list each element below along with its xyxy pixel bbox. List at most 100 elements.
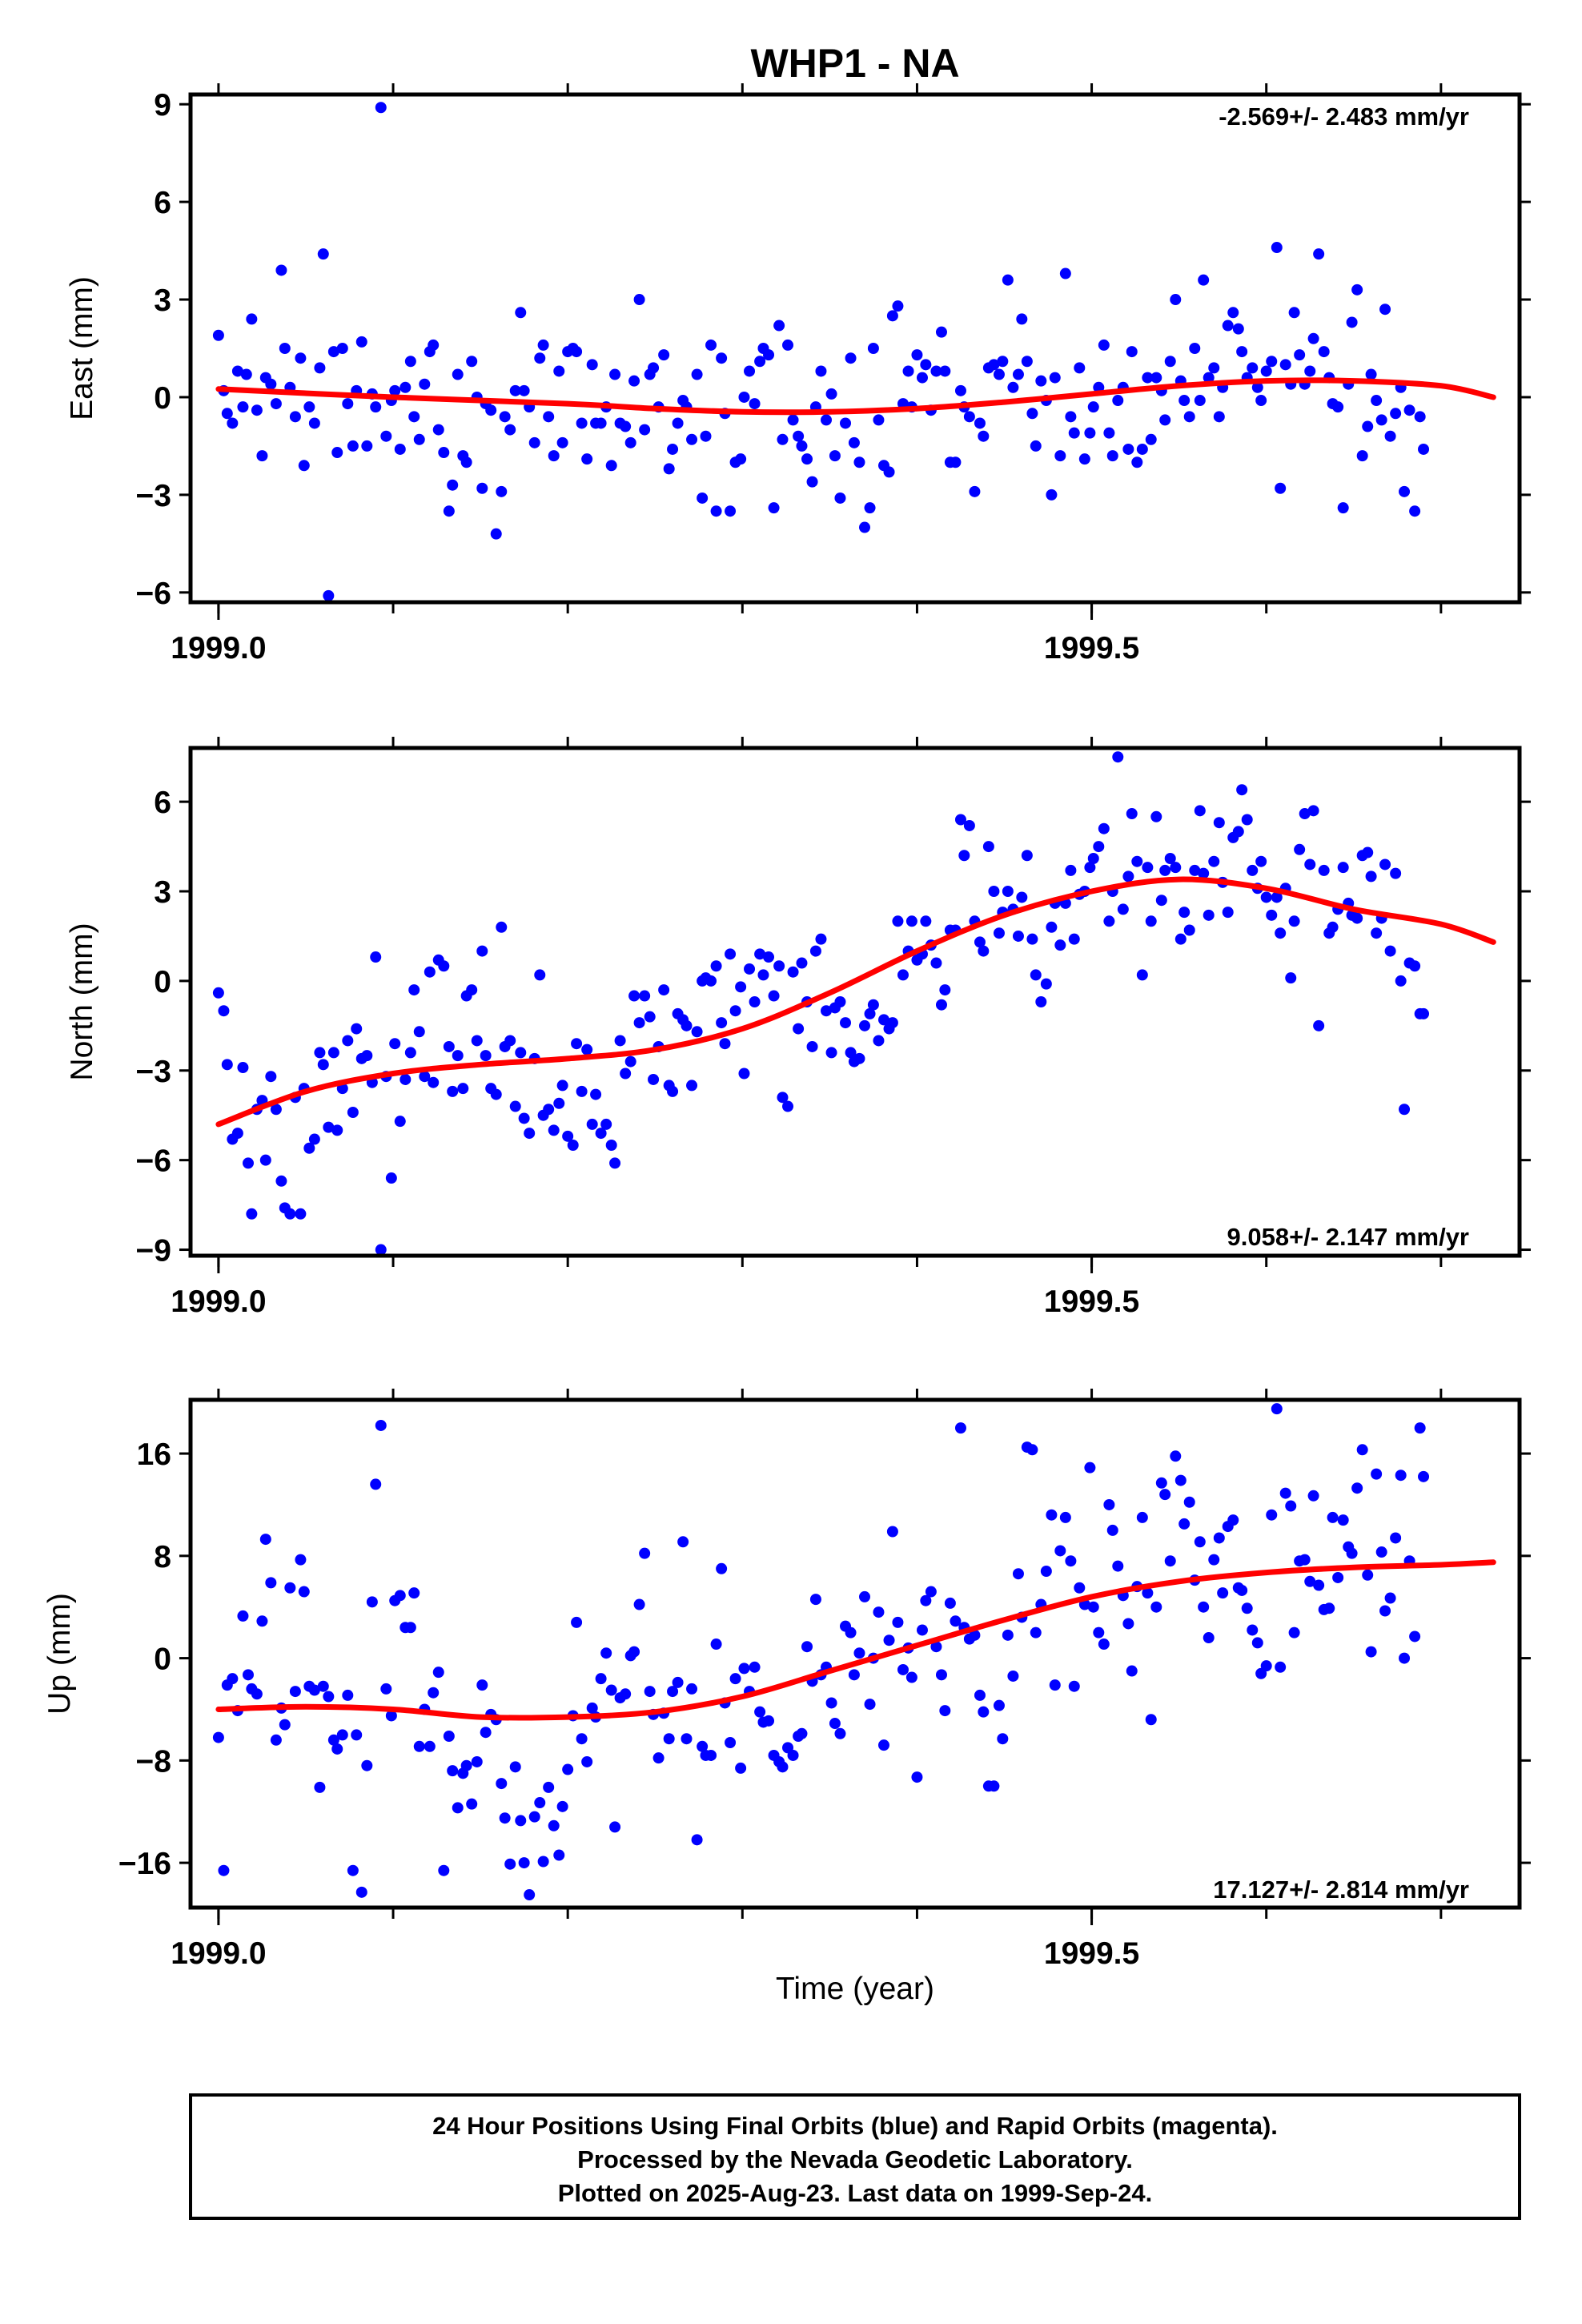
north-data-point (361, 1050, 373, 1062)
up-data-point (1112, 1560, 1124, 1572)
up-data-point (314, 1781, 326, 1793)
east-data-point (404, 356, 416, 368)
up-data-point (777, 1761, 789, 1773)
up-data-point (1155, 1477, 1167, 1489)
up-data-point (974, 1689, 986, 1701)
north-data-point (691, 1026, 703, 1038)
up-data-point (930, 1641, 942, 1653)
north-data-point (1117, 903, 1129, 915)
up-data-point (317, 1680, 329, 1692)
up-data-point (1087, 1601, 1099, 1613)
north-data-point (963, 819, 975, 831)
east-data-point (571, 346, 583, 358)
north-data-point (466, 984, 478, 996)
up-data-point (295, 1554, 307, 1566)
up-data-point (644, 1686, 656, 1698)
chart-title: WHP1 - NA (750, 41, 959, 86)
up-data-point (1170, 1450, 1182, 1462)
east-data-point (355, 336, 367, 348)
up-data-point (1150, 1601, 1162, 1613)
up-data-point (672, 1676, 684, 1688)
north-data-point (1170, 862, 1182, 874)
north-data-point (419, 1071, 431, 1083)
east-data-point (443, 505, 455, 517)
east-data-point (537, 339, 549, 351)
north-data-point (1294, 843, 1306, 855)
east-data-point (518, 384, 530, 396)
north-data-point (648, 1073, 660, 1085)
north-data-point (317, 1059, 329, 1071)
up-data-point (347, 1864, 359, 1876)
north-data-point (394, 1116, 406, 1128)
east-data-point (845, 352, 857, 364)
up-data-point (460, 1759, 472, 1771)
east-data-point (883, 466, 895, 478)
north-data-point (806, 1040, 818, 1052)
north-data-point (796, 957, 808, 969)
east-data-point (858, 521, 870, 533)
up-data-point (600, 1647, 612, 1659)
east-data-point (1255, 395, 1267, 407)
up-data-point (754, 1706, 766, 1718)
east-data-point (323, 589, 335, 601)
east-data-point (686, 433, 698, 445)
up-data-point (351, 1729, 363, 1741)
north-fit-curve (215, 876, 1496, 1128)
up-data-point (864, 1699, 876, 1711)
up-ytick-label: 8 (154, 1540, 171, 1574)
up-data-point (308, 1684, 320, 1696)
east-data-point (763, 349, 775, 361)
north-data-point (385, 1172, 397, 1184)
north-data-point (413, 1026, 425, 1038)
east-data-point (1213, 411, 1225, 423)
up-data-point (394, 1590, 406, 1602)
north-data-point (1266, 909, 1278, 921)
up-data-point (796, 1727, 808, 1739)
east-data-point (1112, 395, 1124, 407)
up-data-point (1399, 1652, 1411, 1664)
east-data-point (1418, 443, 1430, 455)
up-data-point (476, 1679, 488, 1691)
up-data-point (1390, 1532, 1402, 1544)
north-data-point (614, 1035, 626, 1047)
east-data-point (873, 414, 885, 426)
up-data-point (562, 1763, 574, 1775)
up-data-point (809, 1594, 821, 1606)
up-data-point (466, 1798, 478, 1810)
north-data-point (1026, 933, 1038, 945)
east-data-point (1356, 450, 1368, 462)
up-data-point (366, 1596, 378, 1608)
east-ytick-label: 6 (154, 186, 171, 220)
up-data-point (432, 1667, 444, 1679)
east-data-point (295, 352, 307, 364)
up-data-point (1346, 1547, 1358, 1559)
up-data-point (1194, 1536, 1206, 1548)
north-data-point (375, 1244, 387, 1256)
north-data-point (1208, 855, 1220, 867)
north-data-point (777, 1092, 789, 1104)
east-data-point (725, 505, 737, 517)
up-data-point (385, 1710, 397, 1722)
east-data-point (1078, 453, 1090, 465)
east-data-point (221, 408, 233, 420)
east-ytick-label: 3 (154, 283, 171, 318)
north-data-point (620, 1068, 632, 1080)
north-data-point (1046, 921, 1058, 933)
north-data-point (351, 1023, 363, 1035)
east-data-point (1208, 362, 1220, 374)
north-data-point (1395, 975, 1407, 987)
north-data-point (408, 984, 420, 996)
north-data-point (471, 1035, 483, 1047)
east-data-point (279, 343, 291, 354)
up-data-point (256, 1615, 268, 1627)
east-data-point (974, 417, 986, 429)
up-data-point (1365, 1646, 1377, 1658)
north-data-point (633, 1017, 645, 1029)
north-data-point (389, 1038, 401, 1050)
up-data-point (1409, 1630, 1421, 1642)
north-data-point (308, 1133, 320, 1145)
north-data-point (974, 936, 986, 948)
north-data-point (1131, 855, 1143, 867)
north-data-point (534, 969, 546, 981)
